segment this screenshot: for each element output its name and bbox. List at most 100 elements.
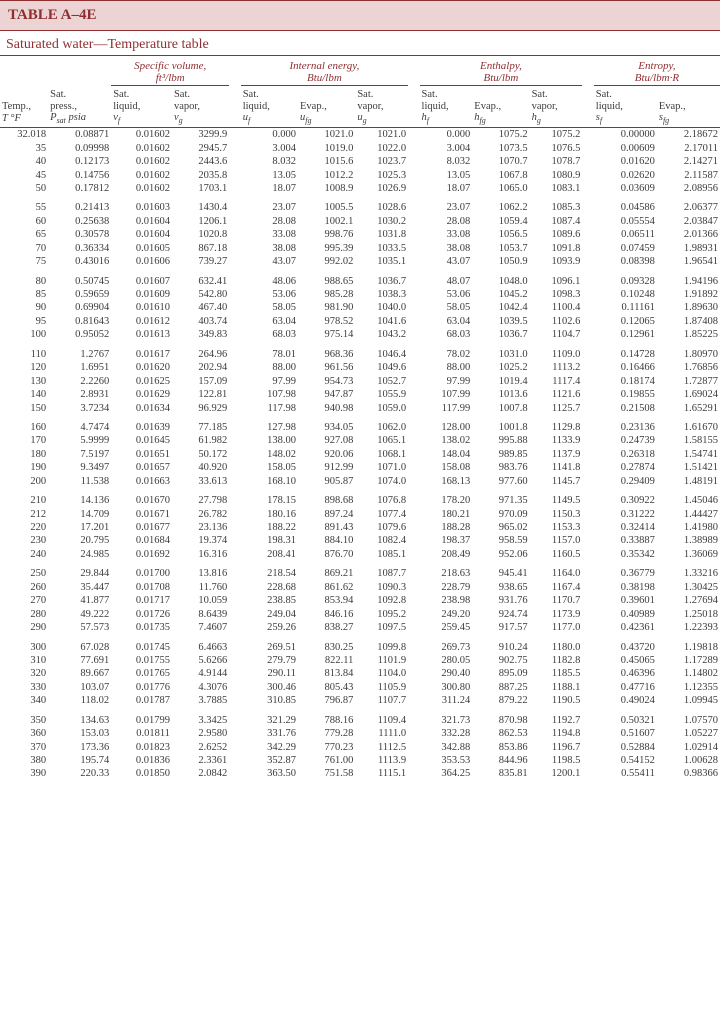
table-cell: 0.29409 bbox=[594, 475, 657, 488]
table-cell: 50 bbox=[0, 182, 48, 195]
table-cell: 340 bbox=[0, 694, 48, 707]
table-cell: 1164.0 bbox=[530, 561, 583, 580]
table-cell: 43.07 bbox=[241, 255, 298, 268]
table-cell: 17.201 bbox=[48, 521, 111, 534]
table-row: 330103.070.017764.3076300.46805.431105.9… bbox=[0, 681, 720, 694]
table-cell: 8.032 bbox=[420, 155, 473, 168]
table-row: 350.099980.016022945.73.0041019.01022.03… bbox=[0, 142, 720, 155]
table-cell: 1112.5 bbox=[355, 741, 408, 754]
table-cell: 1.19818 bbox=[657, 635, 720, 654]
table-cell: 1133.9 bbox=[530, 434, 583, 447]
table-cell: 190 bbox=[0, 461, 48, 474]
table-cell: 1.25018 bbox=[657, 608, 720, 621]
table-cell: 0.32414 bbox=[594, 521, 657, 534]
table-row: 28049.2220.017268.6439249.04846.161095.2… bbox=[0, 608, 720, 621]
table-cell: 220 bbox=[0, 521, 48, 534]
table-cell: 0.01755 bbox=[111, 654, 172, 667]
table-cell: 1109.4 bbox=[355, 708, 408, 727]
table-cell: 300 bbox=[0, 635, 48, 654]
table-row: 31077.6910.017555.6266279.79822.111101.9… bbox=[0, 654, 720, 667]
table-cell: 1065.0 bbox=[472, 182, 529, 195]
table-row: 340118.020.017873.7885310.85796.871107.7… bbox=[0, 694, 720, 707]
table-cell: 0.01671 bbox=[111, 508, 172, 521]
table-cell: 961.56 bbox=[298, 361, 355, 374]
table-cell: 1015.6 bbox=[298, 155, 355, 168]
table-cell: 1.65291 bbox=[657, 402, 720, 415]
table-cell: 5.9999 bbox=[48, 434, 111, 447]
table-cell: 1177.0 bbox=[530, 621, 583, 634]
table-cell: 1.00628 bbox=[657, 754, 720, 767]
table-cell: 40 bbox=[0, 155, 48, 168]
table-cell: 1129.8 bbox=[530, 415, 583, 434]
table-cell: 97.99 bbox=[241, 375, 298, 388]
table-cell: 0.01657 bbox=[111, 461, 172, 474]
table-cell: 18.07 bbox=[241, 182, 298, 195]
table-cell: 0.33887 bbox=[594, 534, 657, 547]
table-cell: 1065.1 bbox=[355, 434, 408, 447]
table-cell: 18.07 bbox=[420, 182, 473, 195]
table-cell: 1153.3 bbox=[530, 521, 583, 534]
group-label: Internal energy,Btu/lbm bbox=[241, 56, 408, 86]
table-cell: 29.844 bbox=[48, 561, 111, 580]
table-cell: 107.99 bbox=[420, 388, 473, 401]
table-cell: 0.10248 bbox=[594, 288, 657, 301]
table-row: 400.121730.016022443.68.0321015.61023.78… bbox=[0, 155, 720, 168]
table-cell: 1076.8 bbox=[355, 488, 408, 507]
table-row: 1604.74740.0163977.185127.98934.051062.0… bbox=[0, 415, 720, 434]
table-cell: 230 bbox=[0, 534, 48, 547]
table-cell: 0.08398 bbox=[594, 255, 657, 268]
table-cell: 0.51607 bbox=[594, 727, 657, 740]
table-cell: 1.2767 bbox=[48, 342, 111, 361]
table-cell: 0.01799 bbox=[111, 708, 172, 727]
table-cell: 8.6439 bbox=[172, 608, 229, 621]
table-cell: 879.22 bbox=[472, 694, 529, 707]
table-row: 1705.99990.0164561.982138.00927.081065.1… bbox=[0, 434, 720, 447]
group-label: Specific volume,ft³/lbm bbox=[111, 56, 229, 86]
table-row: 22017.2010.0167723.136188.22891.431079.6… bbox=[0, 521, 720, 534]
table-cell: 3.004 bbox=[420, 142, 473, 155]
table-cell: 1.51421 bbox=[657, 461, 720, 474]
table-cell: 898.68 bbox=[298, 488, 355, 507]
table-cell: 1145.7 bbox=[530, 475, 583, 488]
table-cell: 1192.7 bbox=[530, 708, 583, 727]
table-cell: 934.05 bbox=[298, 415, 355, 434]
table-cell: 3299.9 bbox=[172, 128, 229, 142]
table-cell: 1012.2 bbox=[298, 169, 355, 182]
table-cell: 0.01684 bbox=[111, 534, 172, 547]
table-cell: 311.24 bbox=[420, 694, 473, 707]
table-cell: 1085.3 bbox=[530, 195, 583, 214]
table-cell: 16.316 bbox=[172, 548, 229, 561]
table-cell: 127.98 bbox=[241, 415, 298, 434]
table-cell: 920.06 bbox=[298, 448, 355, 461]
table-cell: 90 bbox=[0, 301, 48, 314]
table-cell: 364.25 bbox=[420, 767, 473, 780]
table-cell: 1071.0 bbox=[355, 461, 408, 474]
column-symbol: hg bbox=[530, 112, 583, 128]
table-cell: 1.07570 bbox=[657, 708, 720, 727]
table-cell: 40.920 bbox=[172, 461, 229, 474]
table-cell: 3.7234 bbox=[48, 402, 111, 415]
table-cell: 1.80970 bbox=[657, 342, 720, 361]
table-cell: 97.99 bbox=[420, 375, 473, 388]
table-row: 350134.630.017993.3425321.29788.161109.4… bbox=[0, 708, 720, 727]
table-cell: 1111.0 bbox=[355, 727, 408, 740]
column-header: Sat.liquid, bbox=[594, 86, 657, 113]
table-cell: 1170.7 bbox=[530, 594, 583, 607]
table-cell: 1.09945 bbox=[657, 694, 720, 707]
table-cell: 170 bbox=[0, 434, 48, 447]
column-symbol: hf bbox=[420, 112, 473, 128]
table-cell: 0.08871 bbox=[48, 128, 111, 142]
table-cell: 1049.6 bbox=[355, 361, 408, 374]
table-cell: 89.667 bbox=[48, 667, 111, 680]
table-cell: 1157.0 bbox=[530, 534, 583, 547]
table-cell: 0.01708 bbox=[111, 581, 172, 594]
table-cell: 28.08 bbox=[420, 215, 473, 228]
table-cell: 168.10 bbox=[241, 475, 298, 488]
table-cell: 58.05 bbox=[241, 301, 298, 314]
table-cell: 19.374 bbox=[172, 534, 229, 547]
table-cell: 1067.8 bbox=[472, 169, 529, 182]
table-cell: 0.01700 bbox=[111, 561, 172, 580]
table-row: 30067.0280.017456.4663269.51830.251099.8… bbox=[0, 635, 720, 654]
table-cell: 249.20 bbox=[420, 608, 473, 621]
table-cell: 1019.4 bbox=[472, 375, 529, 388]
